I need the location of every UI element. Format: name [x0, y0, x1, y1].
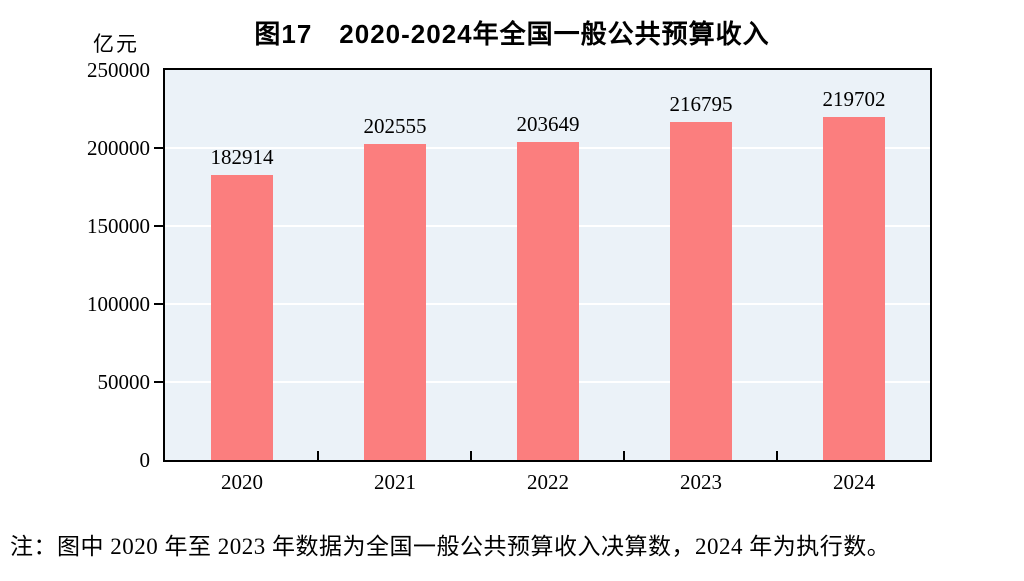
- chart-title: 图17 2020-2024年全国一般公共预算收入: [254, 19, 770, 49]
- x-category-label-2023: 2023: [680, 470, 722, 494]
- y-tick-mark-50000: [154, 381, 163, 383]
- y-tick-mark-100000: [154, 303, 163, 305]
- x-category-label-2021: 2021: [374, 470, 416, 494]
- bar-value-label-2024: 219702: [822, 87, 886, 111]
- x-category-label-2020: 2020: [221, 470, 263, 494]
- x-boundary-tick-2: [470, 451, 472, 460]
- y-tick-label-100000: 100000: [87, 292, 150, 316]
- x-category-label-2022: 2022: [527, 470, 569, 494]
- bar-2021: [364, 144, 426, 460]
- bar-value-label-2022: 203649: [516, 112, 580, 136]
- bar-2020: [211, 175, 273, 460]
- x-category-label-2024: 2024: [833, 470, 875, 494]
- bar-2023: [670, 122, 732, 460]
- x-boundary-tick-4: [776, 451, 778, 460]
- y-tick-label-250000: 250000: [87, 58, 150, 82]
- y-tick-label-200000: 200000: [87, 136, 150, 160]
- bar-value-label-2020: 182914: [210, 145, 274, 169]
- bar-value-label-2021: 202555: [363, 114, 427, 138]
- y-tick-label-0: 0: [139, 448, 151, 472]
- y-axis-unit-label: 亿元: [93, 32, 139, 56]
- footnote: 注：图中 2020 年至 2023 年数据为全国一般公共预算收入决算数，2024…: [10, 534, 891, 559]
- y-tick-label-50000: 50000: [97, 370, 151, 394]
- plot-area: 182914 202555 203649 216795 219702: [163, 68, 932, 462]
- bar-2024: [823, 117, 885, 460]
- bar-2022: [517, 142, 579, 460]
- x-boundary-tick-3: [623, 451, 625, 460]
- y-tick-label-150000: 150000: [87, 214, 150, 238]
- bar-value-label-2023: 216795: [669, 92, 733, 116]
- x-boundary-tick-1: [317, 451, 319, 460]
- y-tick-mark-200000: [154, 147, 163, 149]
- y-tick-mark-150000: [154, 225, 163, 227]
